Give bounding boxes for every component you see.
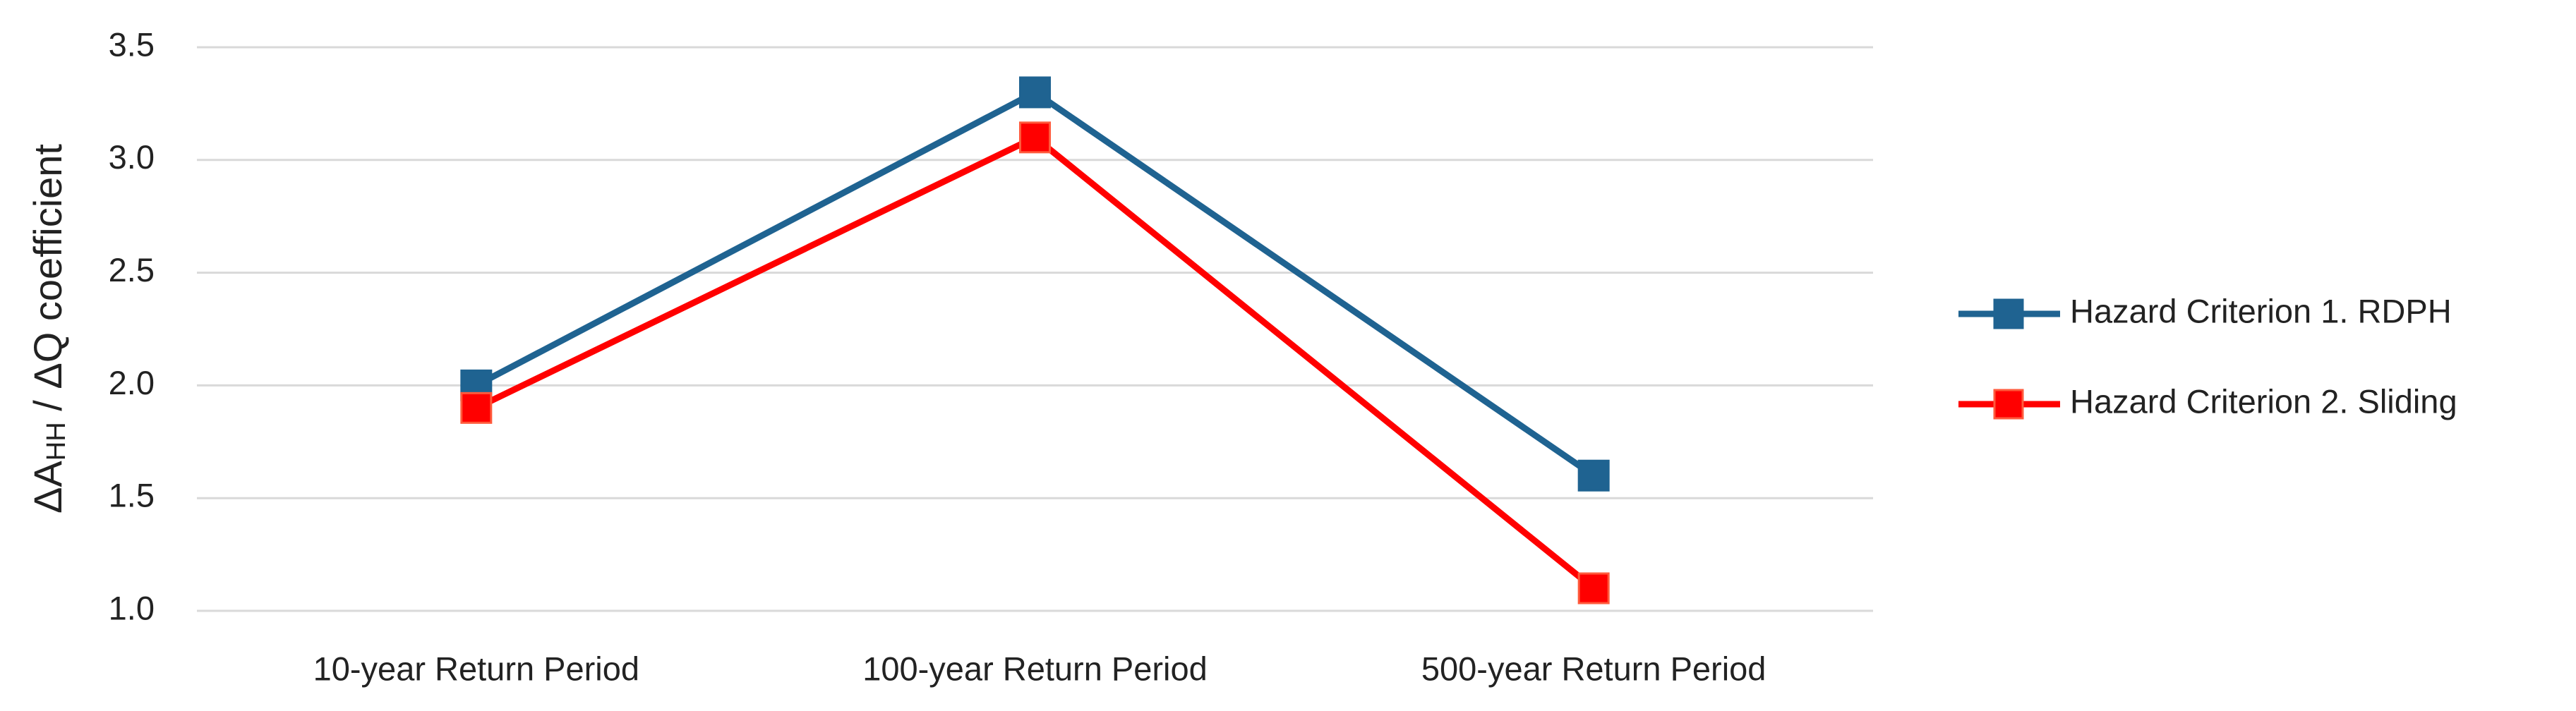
x-tick-label: 500-year Return Period (1421, 650, 1767, 687)
legend-marker (1993, 298, 2024, 329)
legend-label: Hazard Criterion 1. RDPH (2070, 292, 2452, 329)
y-tick-label: 1.0 (109, 589, 155, 626)
y-tick-label: 1.5 (109, 477, 155, 514)
y-tick-label: 2.0 (109, 364, 155, 401)
marker (1019, 121, 1051, 154)
marker (1577, 572, 1610, 604)
y-tick-label: 3.0 (109, 138, 155, 176)
y-tick-label: 2.5 (109, 251, 155, 288)
marker (460, 391, 493, 424)
y-axis-label: ΔAHH / ΔQ coefficient (25, 144, 71, 514)
x-tick-label: 100-year Return Period (862, 650, 1208, 687)
y-label-part: / ΔQ coefficient (25, 144, 70, 423)
marker (1019, 76, 1051, 109)
y-label-part: ΔA (25, 461, 70, 514)
y-tick-label: 3.5 (109, 25, 155, 63)
legend-label: Hazard Criterion 2. Sliding (2070, 382, 2457, 420)
marker (1577, 459, 1610, 492)
x-tick-label: 10-year Return Period (313, 650, 639, 687)
y-label-subscript: HH (42, 422, 71, 461)
legend-marker (1993, 389, 2024, 420)
